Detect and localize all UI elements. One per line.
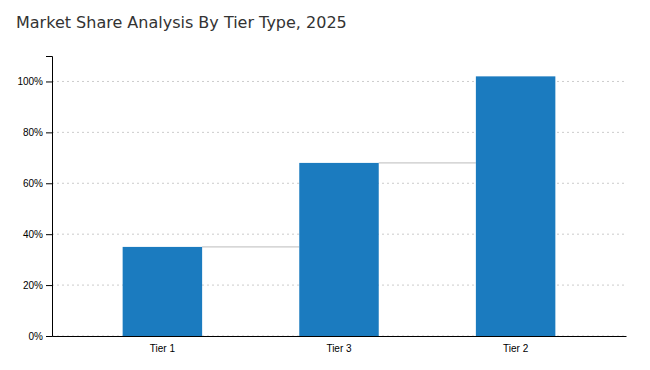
y-tick: 60% [23, 178, 52, 189]
connector [379, 162, 476, 163]
y-tick-label: 40% [23, 229, 43, 240]
y-tick-label: 20% [23, 280, 43, 291]
y-tick-mark [46, 81, 52, 82]
y-tick-label: 100% [17, 76, 43, 87]
y-tick-mark [46, 132, 52, 133]
y-tick-mark [46, 336, 52, 337]
x-axis: Tier 1 Tier 3 Tier 2 [53, 337, 627, 355]
connector [202, 246, 299, 247]
x-tick-label: Tier 1 [150, 343, 176, 354]
chart-container: Market Share Analysis By Tier Type, 2025… [0, 0, 650, 370]
bar [476, 76, 555, 336]
bar [123, 247, 202, 336]
y-axis-line [46, 57, 53, 337]
marks [123, 76, 556, 336]
y-tick: 80% [23, 127, 52, 138]
x-tick-label: Tier 3 [326, 343, 352, 354]
y-tick-label: 60% [23, 178, 43, 189]
y-tick: 100% [17, 76, 52, 87]
y-tick: 40% [23, 229, 52, 240]
bar [299, 163, 378, 336]
y-tick-label: 0% [29, 331, 44, 342]
x-tick: Tier 3 [326, 343, 352, 354]
y-tick-mark [46, 183, 52, 184]
chart-svg: Market Share Analysis By Tier Type, 2025… [0, 0, 650, 370]
y-tick-label: 80% [23, 127, 43, 138]
chart-title: Market Share Analysis By Tier Type, 2025 [16, 13, 347, 32]
x-tick-label: Tier 2 [503, 343, 529, 354]
y-tick-mark [46, 234, 52, 235]
y-axis: 0% 20% 40% 60% 80% 100% [17, 57, 52, 342]
x-tick: Tier 2 [503, 343, 529, 354]
y-tick-mark [46, 285, 52, 286]
x-axis-line [53, 336, 627, 337]
y-tick: 0% [29, 331, 52, 342]
x-tick: Tier 1 [150, 343, 176, 354]
plot-area: 0% 20% 40% 60% 80% 100% Tier 1 Tier 3 Tier 2 [17, 57, 626, 355]
y-tick: 20% [23, 280, 52, 291]
